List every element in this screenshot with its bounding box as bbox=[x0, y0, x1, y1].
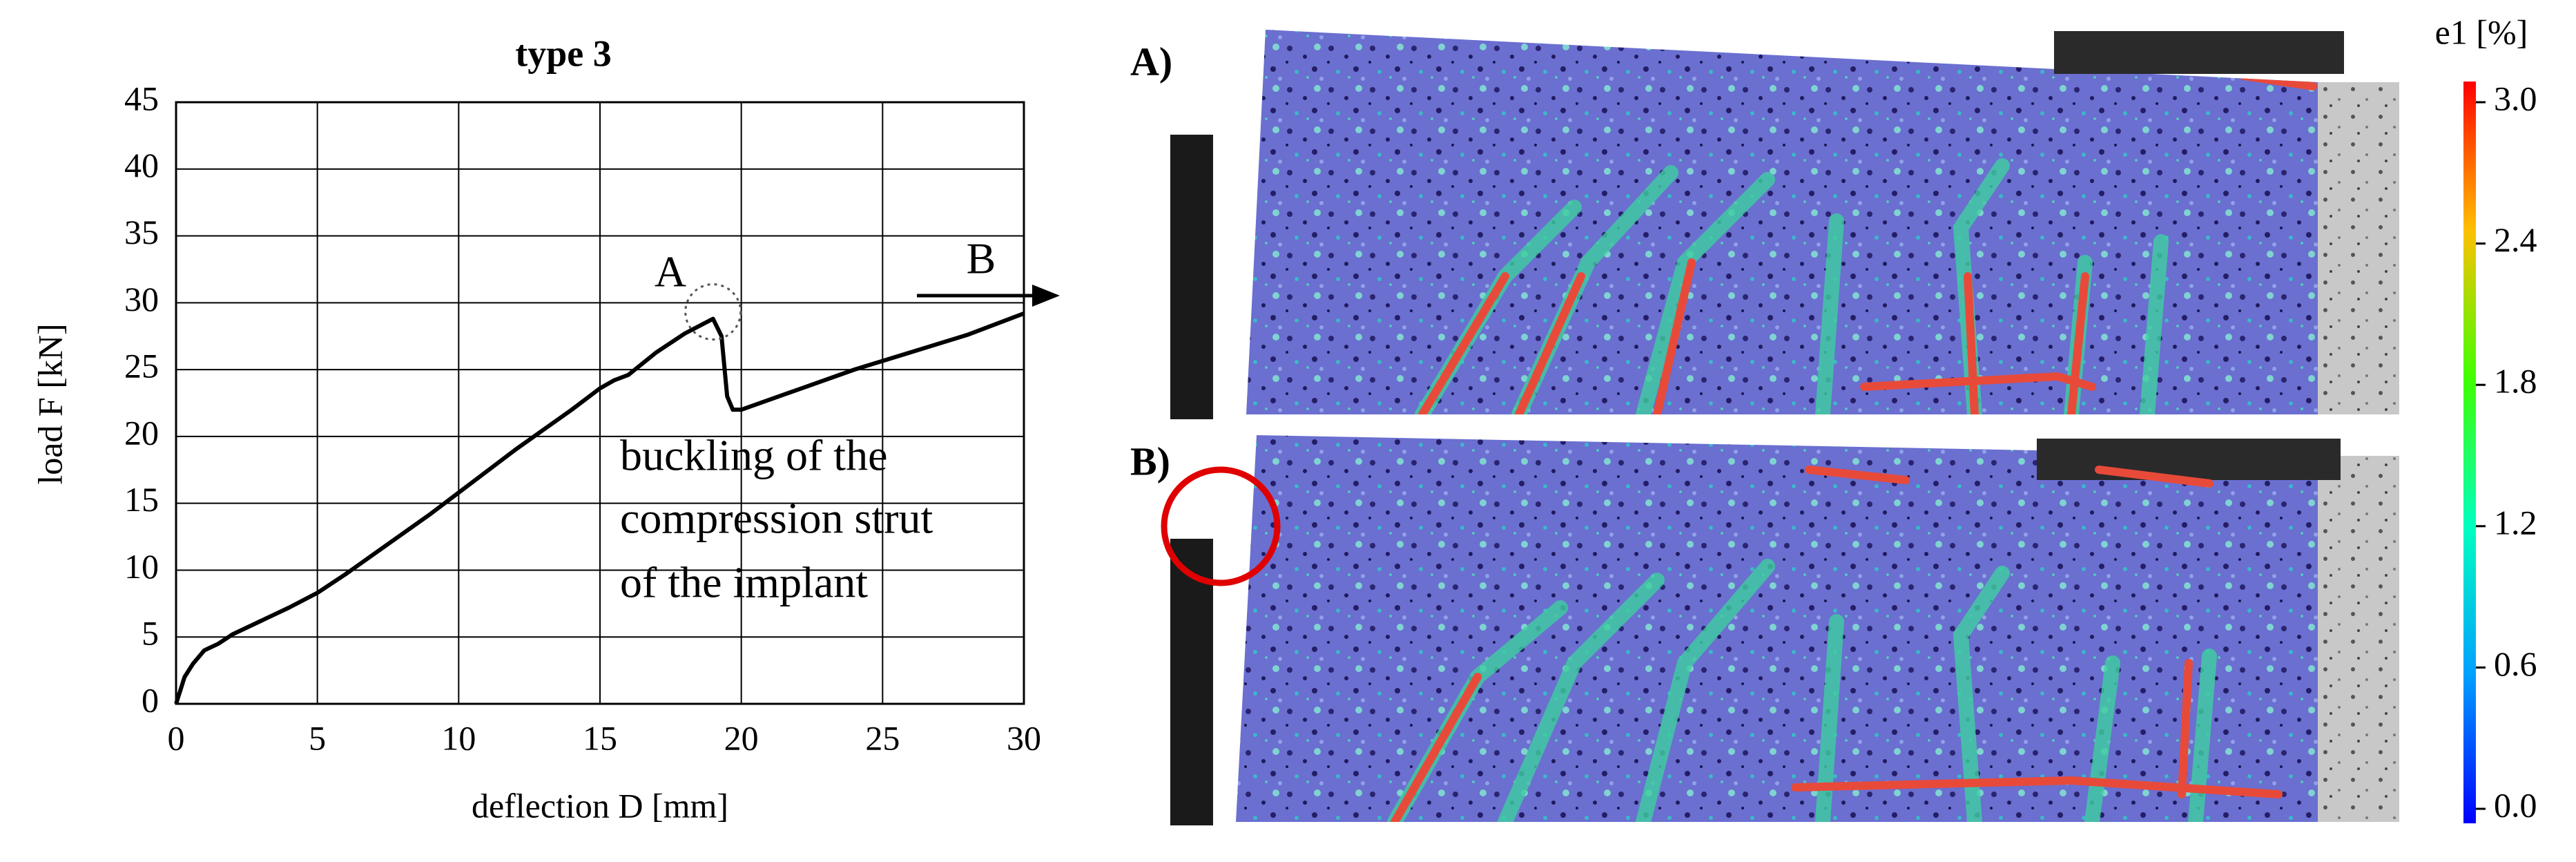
colorbar-tick-label: 0.0 bbox=[2494, 785, 2537, 824]
y-tick-label: 45 bbox=[124, 79, 159, 117]
panel-label: A) bbox=[1130, 39, 1172, 84]
panel-label: B) bbox=[1130, 439, 1170, 483]
x-tick-label: 5 bbox=[309, 718, 326, 757]
x-tick-label: 25 bbox=[865, 718, 900, 757]
x-tick-label: 20 bbox=[724, 718, 759, 757]
x-axis-label: deflection D [mm] bbox=[472, 786, 728, 825]
load-curve bbox=[174, 312, 1025, 705]
support-column bbox=[1170, 539, 1213, 825]
photos: A) B) e1 [%] bbox=[1130, 12, 2528, 825]
colorbar-tick-label: 1.8 bbox=[2494, 362, 2537, 401]
peak-circle bbox=[684, 283, 742, 341]
x-tick-label: 15 bbox=[583, 718, 617, 757]
highlight-circle bbox=[1161, 466, 1281, 586]
beam-end bbox=[2318, 82, 2399, 414]
cracks-b bbox=[1387, 466, 2283, 822]
bearing-plate bbox=[2054, 31, 2344, 74]
load-deflection-chart: type 3 deflection D [mm] load F [kN] 0 5 1… bbox=[30, 32, 1060, 825]
x-tick-label: 0 bbox=[168, 718, 185, 757]
y-tick-label: 10 bbox=[124, 547, 159, 586]
annotation: buckling of the bbox=[620, 431, 887, 480]
annotation: of the implant bbox=[620, 558, 868, 607]
annotation: B bbox=[967, 234, 996, 283]
y-tick-label: 35 bbox=[124, 213, 159, 251]
y-tick-label: 5 bbox=[142, 614, 159, 653]
y-tick-label: 20 bbox=[124, 413, 159, 452]
arrow-head bbox=[1032, 285, 1060, 307]
x-tick-label: 10 bbox=[441, 718, 476, 757]
colorbar bbox=[2463, 82, 2476, 823]
bearing-plate bbox=[2037, 439, 2341, 480]
colorbar-tick-label: 0.6 bbox=[2494, 644, 2537, 683]
colorbar-title: e1 [%] bbox=[2435, 12, 2528, 51]
beam-end bbox=[2318, 456, 2399, 822]
cracks-a bbox=[1415, 72, 2317, 414]
y-tick-label: 40 bbox=[124, 146, 159, 184]
annotation: A bbox=[655, 247, 686, 296]
beam-photo-a bbox=[1246, 30, 2318, 414]
annotation: compression strut bbox=[620, 494, 933, 543]
y-axis-label: load F [kN] bbox=[30, 323, 69, 484]
colorbar-tick-label: 1.2 bbox=[2494, 503, 2537, 542]
y-tick-label: 15 bbox=[124, 480, 159, 519]
y-tick-label: 0 bbox=[142, 680, 159, 719]
support-column bbox=[1170, 135, 1213, 419]
beam-photo-b bbox=[1236, 435, 2318, 822]
chart-title: type 3 bbox=[515, 32, 611, 74]
x-tick-label: 30 bbox=[1007, 718, 1041, 757]
y-tick-label: 25 bbox=[124, 347, 159, 385]
y-tick-label: 30 bbox=[124, 280, 159, 318]
colorbar-tick-label: 3.0 bbox=[2494, 79, 2537, 117]
colorbar-tick-label: 2.4 bbox=[2494, 220, 2537, 259]
